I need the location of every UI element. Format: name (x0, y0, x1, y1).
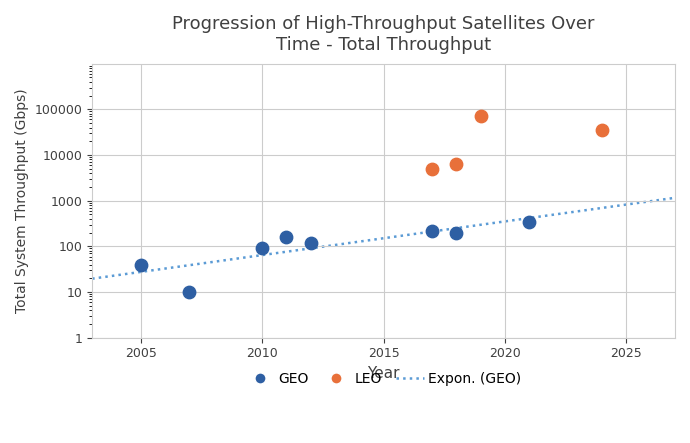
Point (184, 288, 195, 295)
Legend: GEO, LEO, Expon. (GEO): GEO, LEO, Expon. (GEO) (241, 366, 526, 391)
Point (451, 229, 462, 236)
Point (524, 218, 535, 225)
Point (426, 165, 437, 172)
Point (281, 233, 292, 241)
Y-axis label: Total System Throughput (Gbps): Total System Throughput (Gbps) (15, 89, 29, 313)
Point (305, 239, 316, 246)
Point (257, 245, 268, 252)
Point (597, 127, 608, 134)
Point (426, 227, 437, 234)
Point (475, 113, 486, 120)
Point (135, 261, 146, 268)
Point (451, 160, 462, 167)
Title: Progression of High-Throughput Satellites Over
Time - Total Throughput: Progression of High-Throughput Satellite… (172, 15, 595, 54)
X-axis label: Year: Year (367, 366, 400, 381)
